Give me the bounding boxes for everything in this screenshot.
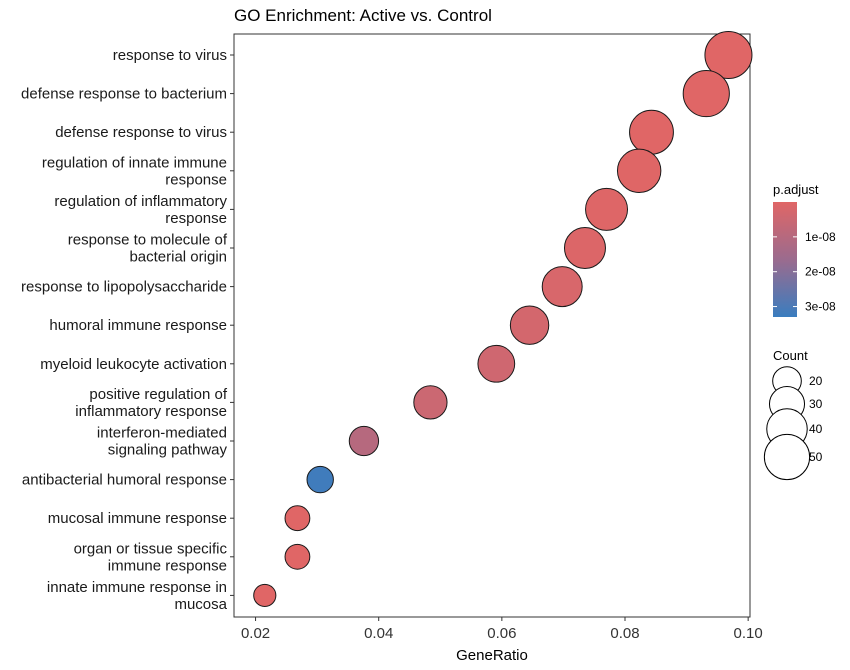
y-tick-label: defense response to bacterium xyxy=(21,86,227,103)
x-tick-label: 0.06 xyxy=(487,625,516,642)
y-tick-label: positive regulation of inflammatory respo… xyxy=(75,386,228,420)
x-axis-title: GeneRatio xyxy=(456,647,528,664)
data-point xyxy=(704,30,753,80)
p-adjust-legend-title: p.adjust xyxy=(773,182,819,197)
y-tick-label: myeloid leukocyte activation xyxy=(40,356,227,373)
y-axis-labels: response to virus defense response to bac… xyxy=(21,47,234,613)
y-tick-label: regulation of innate immune response xyxy=(42,154,227,188)
data-point xyxy=(306,465,334,494)
data-point xyxy=(348,425,380,457)
data-point xyxy=(284,505,311,532)
data-point xyxy=(509,305,550,345)
y-tick-label: innate immune response in mucosa xyxy=(47,579,228,613)
colorbar-tick-label: 3e-08 xyxy=(805,300,836,314)
y-tick-label: antibacterial humoral response xyxy=(22,472,227,489)
data-point xyxy=(682,70,730,118)
p-adjust-legend: p.adjust 1e-08 2e-08 3e-08 xyxy=(773,182,836,317)
data-point xyxy=(563,227,606,269)
count-legend-key xyxy=(763,433,811,481)
p-adjust-colorbar xyxy=(773,202,797,317)
y-tick-label: organ or tissue specific immune response xyxy=(74,540,228,574)
count-legend-title: Count xyxy=(773,348,808,363)
colorbar-tick-label: 1e-08 xyxy=(805,230,836,244)
plot-panel xyxy=(233,33,751,618)
y-tick-label: regulation of inflammatory response xyxy=(54,193,227,227)
data-point xyxy=(541,266,583,308)
y-tick-label: humoral immune response xyxy=(49,317,227,334)
y-tick-label: response to virus xyxy=(113,47,227,64)
y-tick-label: mucosal immune response xyxy=(48,510,227,527)
data-point xyxy=(585,187,629,231)
data-points xyxy=(253,30,753,607)
y-tick-label: response to molecule of bacterial origin xyxy=(68,232,228,266)
y-tick-label: defense response to virus xyxy=(55,124,227,141)
y-tick-label: interferon-mediated signaling pathway xyxy=(97,425,228,459)
data-point xyxy=(477,344,516,383)
count-legend: Count 20 30 40 50 xyxy=(763,348,823,481)
data-point xyxy=(284,543,311,570)
count-legend-label: 40 xyxy=(809,422,823,436)
x-tick-label: 0.10 xyxy=(734,625,763,642)
colorbar-tick-label: 2e-08 xyxy=(805,265,836,279)
data-point xyxy=(629,109,674,155)
data-point xyxy=(616,148,662,194)
y-tick-label: response to lipopolysaccharide xyxy=(21,279,227,296)
x-tick-label: 0.04 xyxy=(364,625,393,642)
count-legend-label: 20 xyxy=(809,374,823,388)
x-axis: 0.02 0.04 0.06 0.08 0.10 xyxy=(241,617,763,642)
x-tick-label: 0.02 xyxy=(241,625,270,642)
data-point xyxy=(413,385,448,420)
x-tick-label: 0.08 xyxy=(610,625,639,642)
count-legend-label: 50 xyxy=(809,450,823,464)
count-legend-label: 30 xyxy=(809,397,823,411)
chart-title: GO Enrichment: Active vs. Control xyxy=(234,6,492,25)
data-point xyxy=(253,583,277,607)
